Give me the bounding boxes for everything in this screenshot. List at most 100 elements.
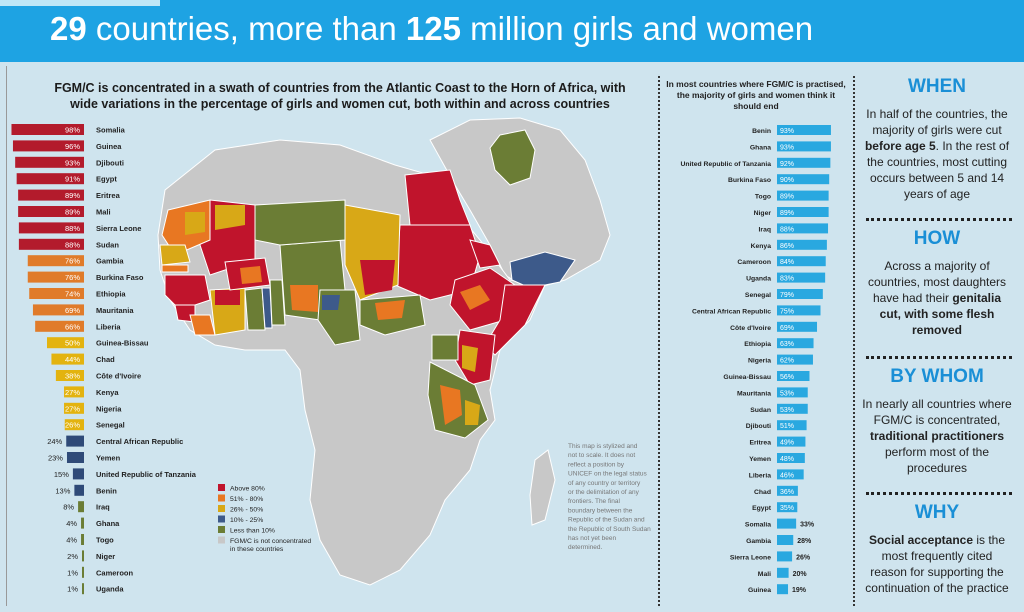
should-end-bar (777, 141, 831, 152)
should-end-bar-label: 89% (780, 194, 794, 201)
should-end-bar (777, 256, 826, 267)
should-end-bar-label: 83% (780, 276, 794, 283)
prevalence-bar (15, 156, 84, 168)
should-end-chart: 93% Benin 93% Ghana 92% United Republic of Ta… (680, 125, 831, 595)
title-text-end: million girls and women (460, 10, 814, 47)
map-nigeria-regions (290, 285, 318, 312)
title-text: countries, more than (86, 10, 406, 47)
map-ghana (244, 287, 266, 331)
prevalence-country-label: Mauritania (96, 306, 134, 315)
prevalence-bar (11, 124, 85, 135)
should-end-bar (777, 485, 798, 496)
sidebar-heading-by-whom: BY WHOM (890, 366, 984, 387)
section-heading: FGM/C is concentrated in a swath of coun… (54, 81, 626, 111)
prevalence-country-label: Egypt (96, 175, 117, 184)
should-end-bar-label: 93% (780, 144, 794, 151)
prevalence-bar (64, 419, 84, 431)
should-end-bar-label: 86% (780, 243, 794, 250)
prevalence-bar-label: 91% (65, 175, 80, 184)
should-end-bar (777, 207, 829, 217)
prevalence-bar (27, 255, 84, 267)
should-end-bar-label: 36% (780, 489, 794, 496)
prevalence-bar-label: 23% (48, 454, 63, 463)
prevalence-bar (82, 583, 84, 595)
prevalence-bar-label: 66% (65, 322, 80, 331)
should-end-bar-label: 35% (780, 505, 794, 512)
should-end-bar-label: 63% (780, 341, 794, 348)
prevalence-bar (66, 452, 84, 463)
prevalence-bar-label: 24% (47, 437, 62, 446)
map-cote-divoire-regions (215, 290, 240, 305)
should-end-bar (777, 190, 829, 201)
page-title: 29 countries, more than 125 million girl… (50, 10, 813, 48)
should-end-country-label: Liberia (749, 472, 772, 479)
prevalence-country-label: Sudan (96, 240, 119, 249)
title-number-millions: 125 (405, 10, 461, 47)
prevalence-bar-label: 13% (55, 486, 70, 495)
map-tanzania-regions (440, 385, 462, 425)
sidebar-separator (866, 356, 1012, 359)
prevalence-bar-label: 44% (65, 355, 80, 364)
prevalence-bar-label: 27% (65, 404, 80, 413)
prevalence-country-label: Uganda (96, 585, 124, 594)
prevalence-country-label: Djibouti (96, 158, 124, 167)
prevalence-country-label: Niger (96, 552, 115, 561)
should-end-bar-label: 46% (780, 472, 794, 479)
should-end-country-label: Djibouti (746, 423, 771, 430)
legend-swatch (218, 526, 225, 533)
should-end-country-label: Chad (754, 489, 771, 496)
prevalence-country-label: Burkina Faso (96, 273, 144, 282)
sidebar-body: Social acceptance is the most frequently… (865, 533, 1009, 595)
should-end-bar (777, 338, 814, 349)
prevalence-country-label: Benin (96, 486, 117, 495)
should-end-country-label: Mali (758, 571, 771, 578)
should-end-bar-label: 89% (780, 210, 794, 217)
legend-swatch (218, 494, 225, 502)
sidebar-body: Across a majority of countries, most dau… (867, 259, 1007, 337)
prevalence-bar (55, 370, 84, 381)
should-end-bar-label: 49% (780, 440, 794, 447)
sidebar-heading-when: WHEN (907, 76, 967, 97)
divider-left (658, 76, 660, 606)
legend-swatch (218, 505, 225, 512)
should-end-bar-label: 88% (780, 226, 794, 233)
legend-label: FGM/C is not concentrated (230, 538, 311, 545)
should-end-bar-label: 79% (780, 292, 794, 299)
should-end-bar (777, 289, 823, 299)
should-end-country-label: Sudan (750, 407, 771, 414)
prevalence-country-label: Eritrea (96, 191, 121, 200)
should-end-bar (777, 371, 810, 381)
prevalence-country-label: Gambia (96, 257, 124, 266)
legend-swatch (218, 536, 225, 544)
prevalence-country-label: Chad (96, 355, 115, 364)
should-end-country-label: Egypt (752, 505, 772, 512)
prevalence-bar (29, 288, 85, 299)
should-end-country-label: Côte d'Ivoire (730, 325, 771, 332)
prevalence-bar-label: 76% (65, 257, 80, 266)
prevalence-country-label: Central African Republic (96, 437, 183, 446)
should-end-bar (777, 321, 818, 332)
should-end-bar (777, 551, 793, 562)
should-end-bar (777, 436, 806, 447)
prevalence-bar (18, 222, 85, 234)
prevalence-bar (47, 337, 84, 349)
should-end-bar (777, 518, 797, 529)
map-senegal (159, 244, 191, 266)
should-end-bar-label: 62% (780, 358, 794, 365)
should-end-bar-label: 26% (796, 554, 811, 561)
sidebar-separator (866, 492, 1012, 495)
prevalence-bar (16, 173, 84, 185)
prevalence-bar (64, 402, 84, 414)
should-end-bar (777, 125, 831, 135)
prevalence-bar-label: 1% (67, 568, 78, 577)
should-end-country-label: Yemen (749, 456, 771, 463)
should-end-bar-label: 56% (780, 374, 794, 381)
prevalence-country-label: Liberia (96, 322, 121, 331)
legend-label: 26% - 50% (230, 507, 263, 514)
should-end-bar-label: 53% (780, 407, 794, 414)
page-border (6, 66, 7, 606)
header-banner (0, 0, 1024, 62)
prevalence-bar (74, 484, 84, 496)
prevalence-bar-label: 4% (66, 536, 77, 545)
prevalence-bar (82, 550, 84, 562)
